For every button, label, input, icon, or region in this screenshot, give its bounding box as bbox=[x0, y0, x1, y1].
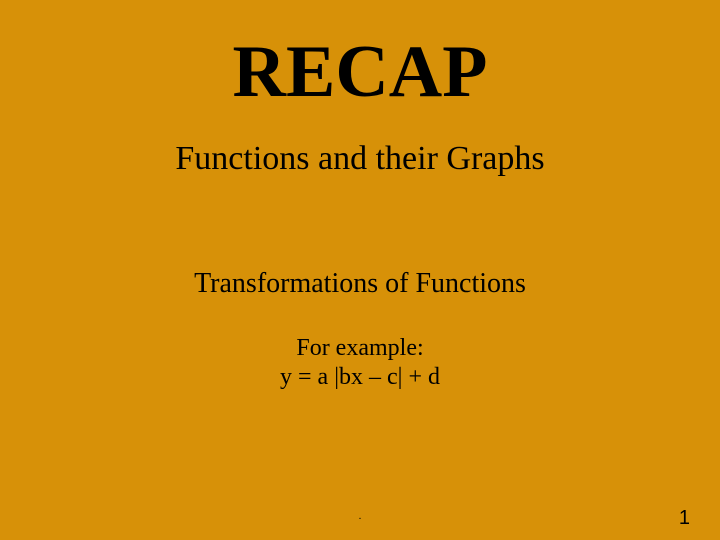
page-number: 1 bbox=[679, 507, 690, 530]
section-title: Transformations of Functions bbox=[194, 268, 526, 300]
slide-subtitle: Functions and their Graphs bbox=[175, 140, 544, 178]
slide-container: RECAP Functions and their Graphs Transfo… bbox=[0, 0, 720, 540]
example-label: For example: bbox=[296, 335, 423, 362]
equation-text: y = a |bx – c| + d bbox=[280, 364, 440, 391]
footer-mark: . bbox=[359, 511, 362, 522]
slide-title: RECAP bbox=[233, 30, 488, 115]
